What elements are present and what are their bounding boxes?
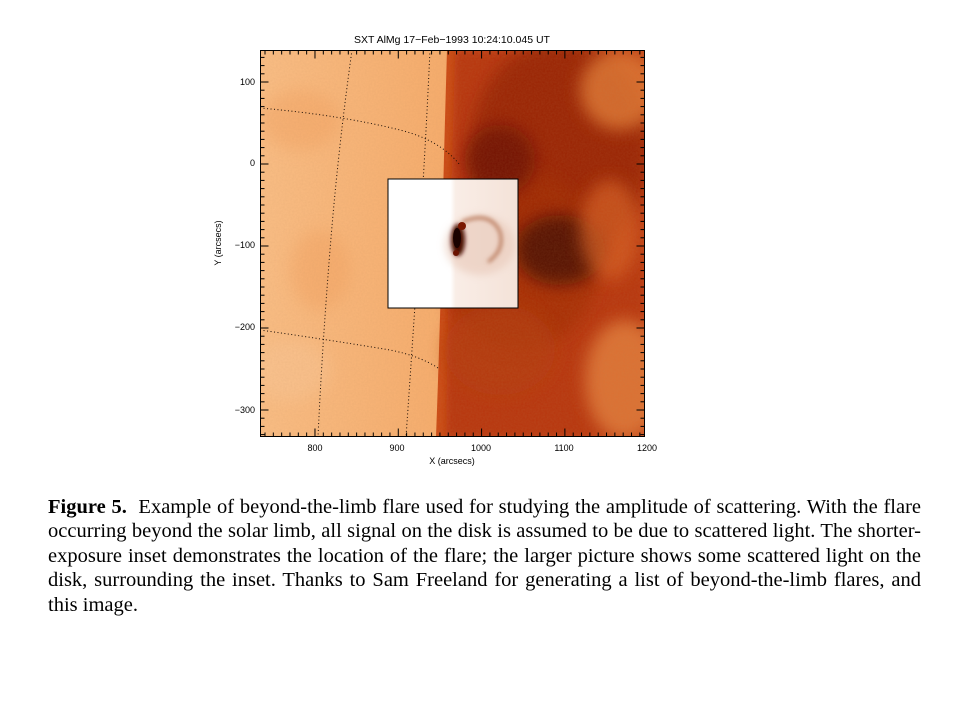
caption-label: Figure 5. <box>48 496 127 518</box>
y-tick-label: 100 <box>240 77 255 87</box>
y-tick-label: −300 <box>235 405 255 415</box>
y-tick-label: −100 <box>235 240 255 250</box>
heliographic-grid <box>260 50 461 437</box>
x-axis-label: X (arcsecs) <box>429 456 475 466</box>
caption-text: Example of beyond-the-limb flare used fo… <box>48 496 922 616</box>
x-tick-label: 900 <box>389 443 404 453</box>
x-tick-label: 1200 <box>637 443 657 453</box>
y-tick-label: 0 <box>250 158 255 168</box>
y-axis-label: Y (arcsecs) <box>213 220 223 265</box>
solar-flare-figure: SXT AlMg 17−Feb−1993 10:24:10.045 UT 800… <box>213 34 657 466</box>
plot-title: SXT AlMg 17−Feb−1993 10:24:10.045 UT <box>354 34 551 46</box>
plot-axes <box>260 50 645 437</box>
figure-caption: Figure 5. Example of beyond-the-limb fla… <box>48 495 921 617</box>
x-tick-label: 800 <box>307 443 322 453</box>
x-tick-label: 1100 <box>554 443 573 453</box>
y-tick-label: −200 <box>235 322 255 332</box>
x-tick-label: 1000 <box>471 443 491 453</box>
inset-image <box>387 178 519 309</box>
